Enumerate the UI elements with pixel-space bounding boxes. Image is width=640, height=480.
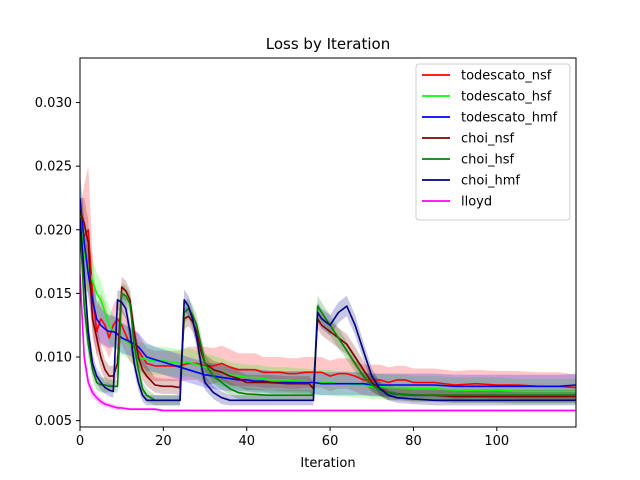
- x-axis-ticks: 0 20 40 60 80 100: [76, 427, 509, 449]
- legend-label-todescato_nsf: todescato_nsf: [461, 69, 552, 84]
- legend-label-choi_nsf: choi_nsf: [461, 132, 514, 147]
- band-todescato_hsf: [80, 178, 576, 405]
- x-tick-label: 60: [322, 434, 339, 449]
- x-tick-label: 100: [484, 434, 509, 449]
- x-axis-label: Iteration: [300, 456, 355, 471]
- legend-label-todescato_hmf: todescato_hmf: [461, 111, 558, 126]
- legend-label-choi_hmf: choi_hmf: [461, 174, 520, 189]
- y-tick-label: 0.030: [35, 96, 72, 111]
- chart-title: Loss by Iteration: [266, 35, 390, 53]
- y-tick-label: 0.010: [35, 351, 72, 366]
- line-choi_hsf: [80, 223, 576, 402]
- x-tick-label: 40: [238, 434, 255, 449]
- line-todescato_hmf: [80, 197, 576, 388]
- x-tick-label: 80: [405, 434, 422, 449]
- y-tick-label: 0.020: [35, 223, 72, 238]
- legend-label-lloyd: lloyd: [461, 195, 492, 210]
- x-tick-label: 20: [155, 434, 172, 449]
- y-tick-label: 0.015: [35, 287, 72, 302]
- y-tick-label: 0.005: [35, 414, 72, 429]
- line-choi_hmf: [80, 217, 576, 402]
- legend-label-todescato_hsf: todescato_hsf: [461, 90, 552, 105]
- legend: todescato_nsf todescato_hsf todescato_hmfc…: [415, 63, 571, 221]
- band-choi_nsf: [80, 198, 576, 403]
- x-tick-label: 0: [76, 434, 84, 449]
- legend-label-choi_hsf: choi_hsf: [461, 153, 514, 168]
- y-axis-ticks: 0.005 0.010 0.015 0.020 0.025 0.030: [35, 96, 80, 429]
- y-tick-label: 0.025: [35, 160, 72, 175]
- series-lines: [80, 197, 576, 412]
- legend-box: [415, 63, 571, 221]
- band-todescato_hmf: [80, 172, 576, 398]
- band-todescato_nsf: [80, 166, 576, 401]
- line-lloyd: [80, 274, 576, 412]
- plot-frame: [79, 57, 577, 428]
- plot-area: [79, 57, 577, 428]
